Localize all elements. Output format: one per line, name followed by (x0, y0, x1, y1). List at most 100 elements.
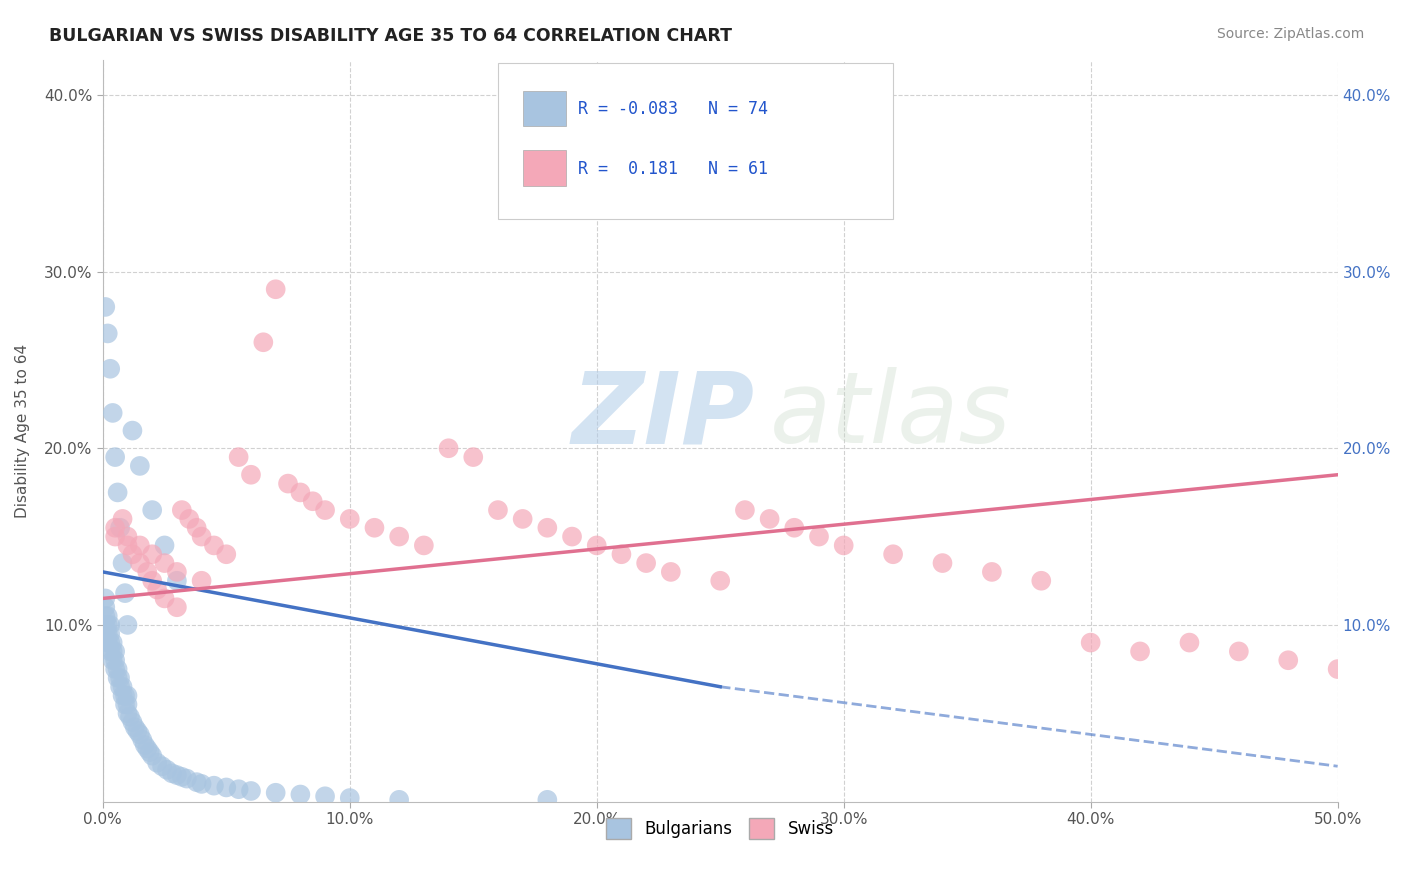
Point (108, 671, 131, 685)
Point (101, 406, 124, 420)
Point (264, 786, 287, 800)
Point (463, 450, 485, 464)
Point (128, 538, 150, 552)
Point (108, 521, 131, 535)
Point (980, 565, 1002, 579)
Point (190, 530, 212, 544)
Point (301, 494, 323, 508)
Point (117, 538, 139, 552)
Point (1277, 653, 1299, 667)
Point (118, 710, 141, 724)
FancyBboxPatch shape (498, 63, 893, 219)
Point (114, 586, 136, 600)
Point (104, 521, 127, 535)
Point (104, 450, 127, 464)
Point (166, 600, 188, 615)
Point (512, 512, 534, 526)
Text: R = -0.083   N = 74: R = -0.083 N = 74 (578, 100, 768, 119)
Point (101, 653, 124, 667)
Point (252, 335, 274, 350)
Point (107, 485, 129, 500)
Point (101, 644, 124, 658)
Point (412, 538, 434, 552)
Point (121, 547, 143, 561)
Point (186, 775, 208, 789)
Point (339, 791, 361, 805)
Point (98, 361, 121, 376)
Point (160, 766, 183, 780)
Point (138, 745, 160, 759)
Point (277, 476, 299, 491)
Point (141, 503, 163, 517)
Point (758, 512, 780, 526)
Point (536, 793, 558, 807)
Point (240, 467, 263, 482)
Point (314, 503, 336, 517)
Point (166, 768, 188, 782)
Text: R =  0.181   N = 61: R = 0.181 N = 61 (578, 160, 768, 178)
Point (97, 326, 120, 341)
Point (124, 720, 146, 734)
Text: Source: ZipAtlas.com: Source: ZipAtlas.com (1216, 27, 1364, 41)
Point (94, 626, 117, 640)
Point (228, 782, 250, 797)
Point (121, 715, 143, 730)
Point (97, 626, 120, 640)
Point (114, 689, 136, 703)
Point (882, 547, 904, 561)
Point (153, 591, 176, 606)
Point (134, 738, 156, 752)
Point (146, 756, 169, 770)
Point (98, 618, 121, 632)
Bar (523, 91, 565, 127)
Point (190, 777, 212, 791)
Point (98, 635, 121, 649)
Point (240, 784, 263, 798)
Point (150, 759, 173, 773)
Point (215, 780, 238, 795)
Point (117, 706, 139, 721)
Point (98, 644, 121, 658)
Point (314, 789, 336, 804)
Point (153, 556, 176, 570)
Point (141, 547, 163, 561)
Point (202, 779, 225, 793)
Point (734, 503, 756, 517)
Point (176, 772, 198, 786)
Point (808, 530, 831, 544)
Point (94, 618, 117, 632)
Point (388, 530, 411, 544)
Point (128, 556, 150, 570)
Point (111, 689, 134, 703)
Point (94, 609, 117, 624)
Point (97, 635, 120, 649)
Point (98, 626, 121, 640)
Point (832, 538, 855, 552)
Point (94, 300, 117, 314)
Point (1326, 662, 1348, 676)
Point (202, 538, 225, 552)
Point (101, 635, 124, 649)
Point (107, 671, 129, 685)
Point (179, 512, 201, 526)
Point (486, 503, 509, 517)
Point (585, 538, 607, 552)
Point (111, 512, 134, 526)
Text: ZIP: ZIP (572, 368, 755, 464)
Point (117, 689, 139, 703)
Point (94, 591, 117, 606)
Point (636, 556, 658, 570)
Point (104, 662, 127, 676)
Point (190, 574, 212, 588)
Point (783, 521, 806, 535)
Point (121, 424, 143, 438)
Point (659, 565, 682, 579)
Y-axis label: Disability Age 35 to 64: Disability Age 35 to 64 (15, 343, 30, 517)
Point (117, 618, 139, 632)
Point (339, 512, 361, 526)
Point (141, 574, 163, 588)
Point (186, 521, 208, 535)
Point (561, 530, 583, 544)
Point (1080, 635, 1102, 649)
Point (170, 503, 193, 517)
